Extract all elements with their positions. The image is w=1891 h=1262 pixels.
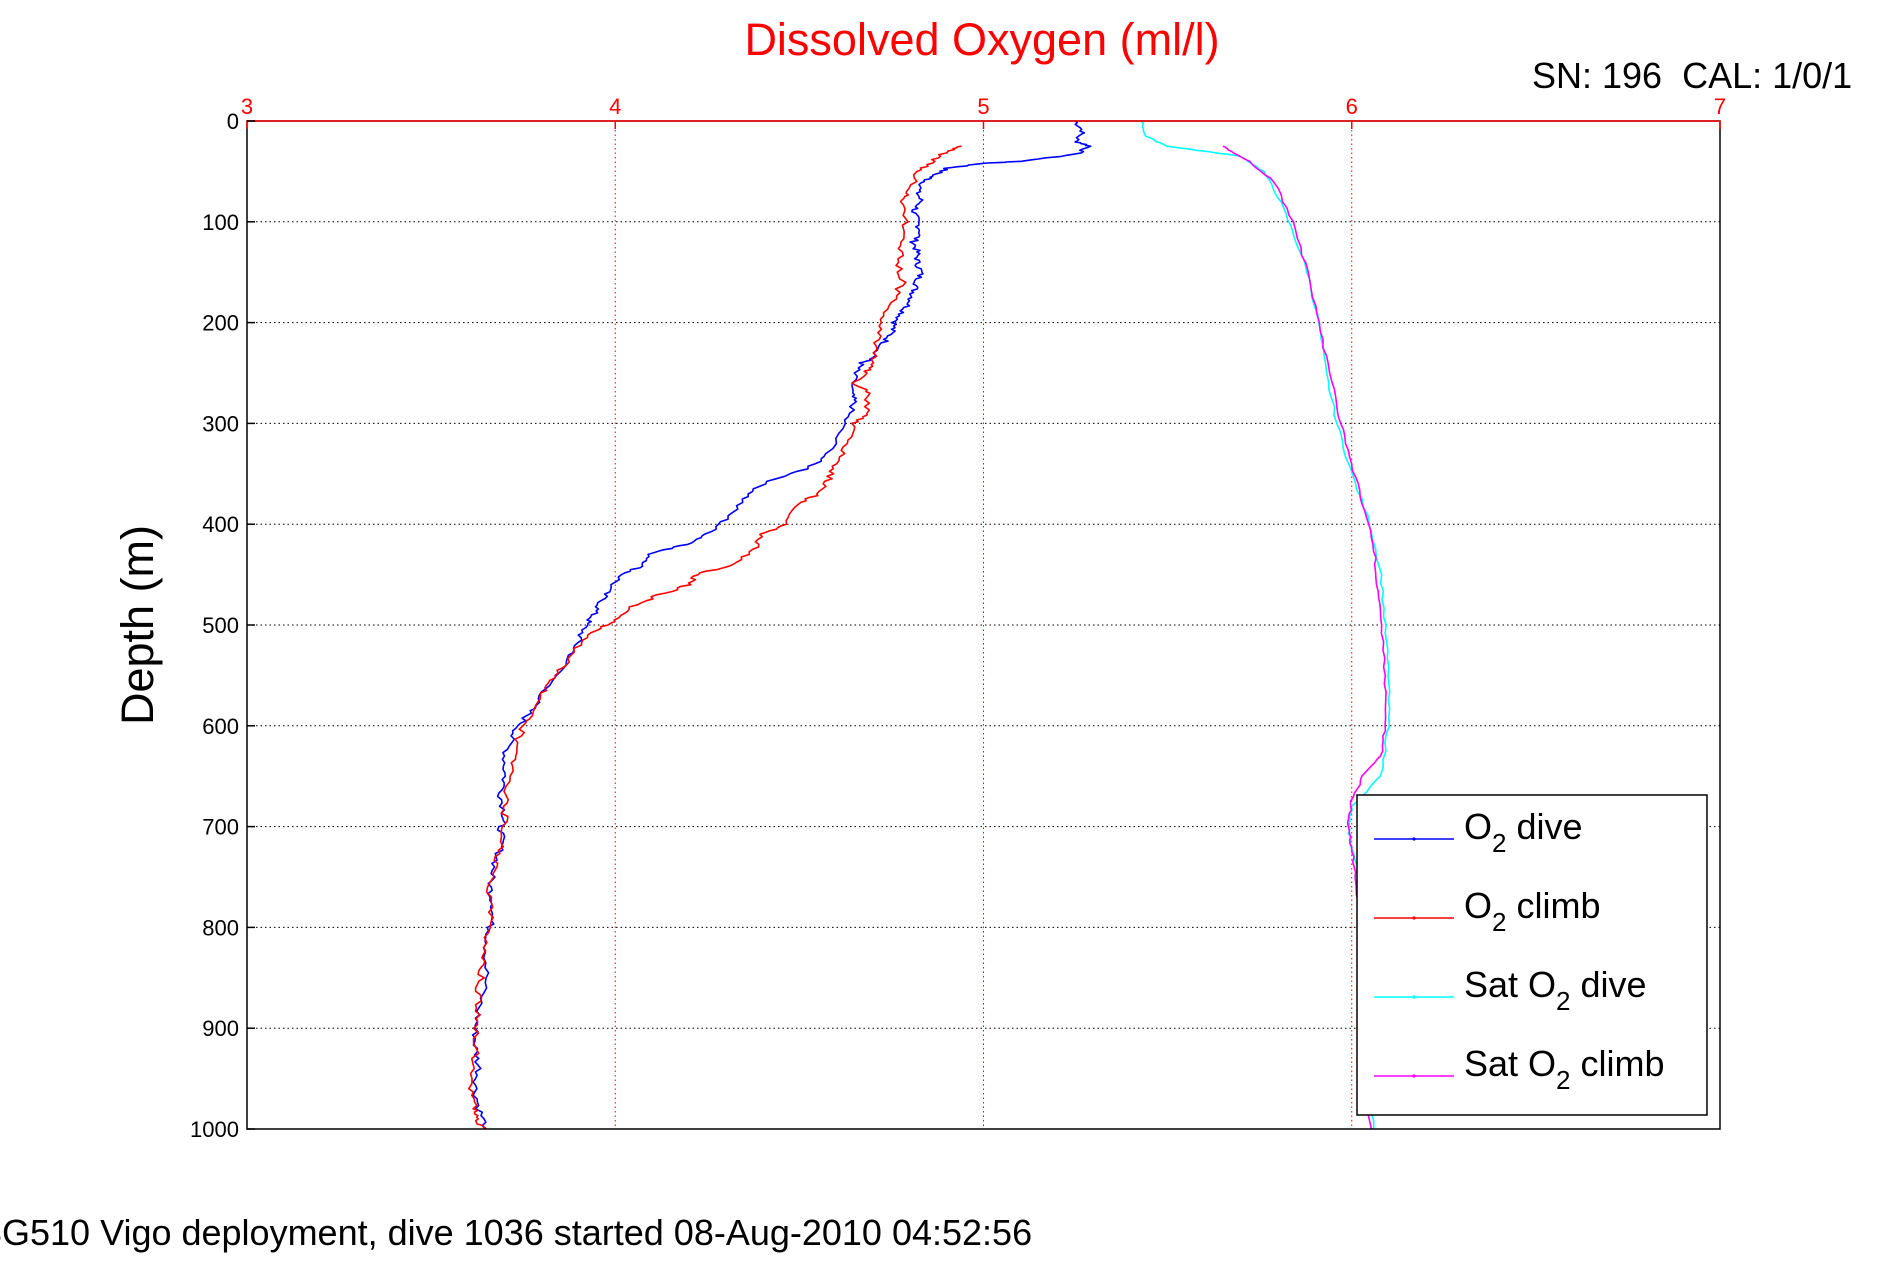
y-tick-label: 500 — [202, 613, 239, 638]
grid-lines — [247, 121, 1720, 1129]
series-line — [471, 120, 1092, 1130]
y-axis-label: Depth (m) — [112, 525, 163, 725]
corner-label: SN: 196 CAL: 1/0/1 — [1532, 55, 1852, 96]
y-tick-label: 900 — [202, 1016, 239, 1041]
y-tick-label: 300 — [202, 411, 239, 436]
x-tick-label: 5 — [977, 94, 989, 119]
x-tick-label: 7 — [1714, 94, 1726, 119]
y-tick-label: 800 — [202, 915, 239, 940]
figure-caption: SG510 Vigo deployment, dive 1036 started… — [0, 1212, 1032, 1253]
legend-marker — [1412, 995, 1416, 999]
axis-ticks: 3 4 5 6 7 0 100 200 300 400 500 600 700 800 900 1000 — [190, 94, 1726, 1142]
y-tick-label: 600 — [202, 714, 239, 739]
x-tick-label: 3 — [241, 94, 253, 119]
legend: O2 dive O2 climb Sat O2 dive Sat O2 climb — [1356, 794, 1708, 1116]
y-tick-label: 200 — [202, 311, 239, 336]
legend-label: O2 climb — [1464, 885, 1601, 937]
y-tick-label: 400 — [202, 512, 239, 537]
legend-box — [1356, 794, 1708, 1116]
x-tick-label: 4 — [609, 94, 621, 119]
legend-marker — [1412, 916, 1416, 920]
series-line — [467, 145, 962, 1130]
y-tick-label: 0 — [227, 109, 239, 134]
legend-label: Sat O2 climb — [1464, 1043, 1665, 1095]
y-tick-label: 1000 — [190, 1117, 239, 1142]
y-tick-label: 100 — [202, 210, 239, 235]
legend-marker — [1412, 1074, 1416, 1078]
legend-label: Sat O2 dive — [1464, 964, 1647, 1016]
x-tick-label: 6 — [1346, 94, 1358, 119]
chart-title: Dissolved Oxygen (ml/l) — [744, 14, 1219, 65]
legend-marker — [1412, 837, 1416, 841]
y-tick-label: 700 — [202, 815, 239, 840]
legend-label: O2 dive — [1464, 806, 1583, 858]
